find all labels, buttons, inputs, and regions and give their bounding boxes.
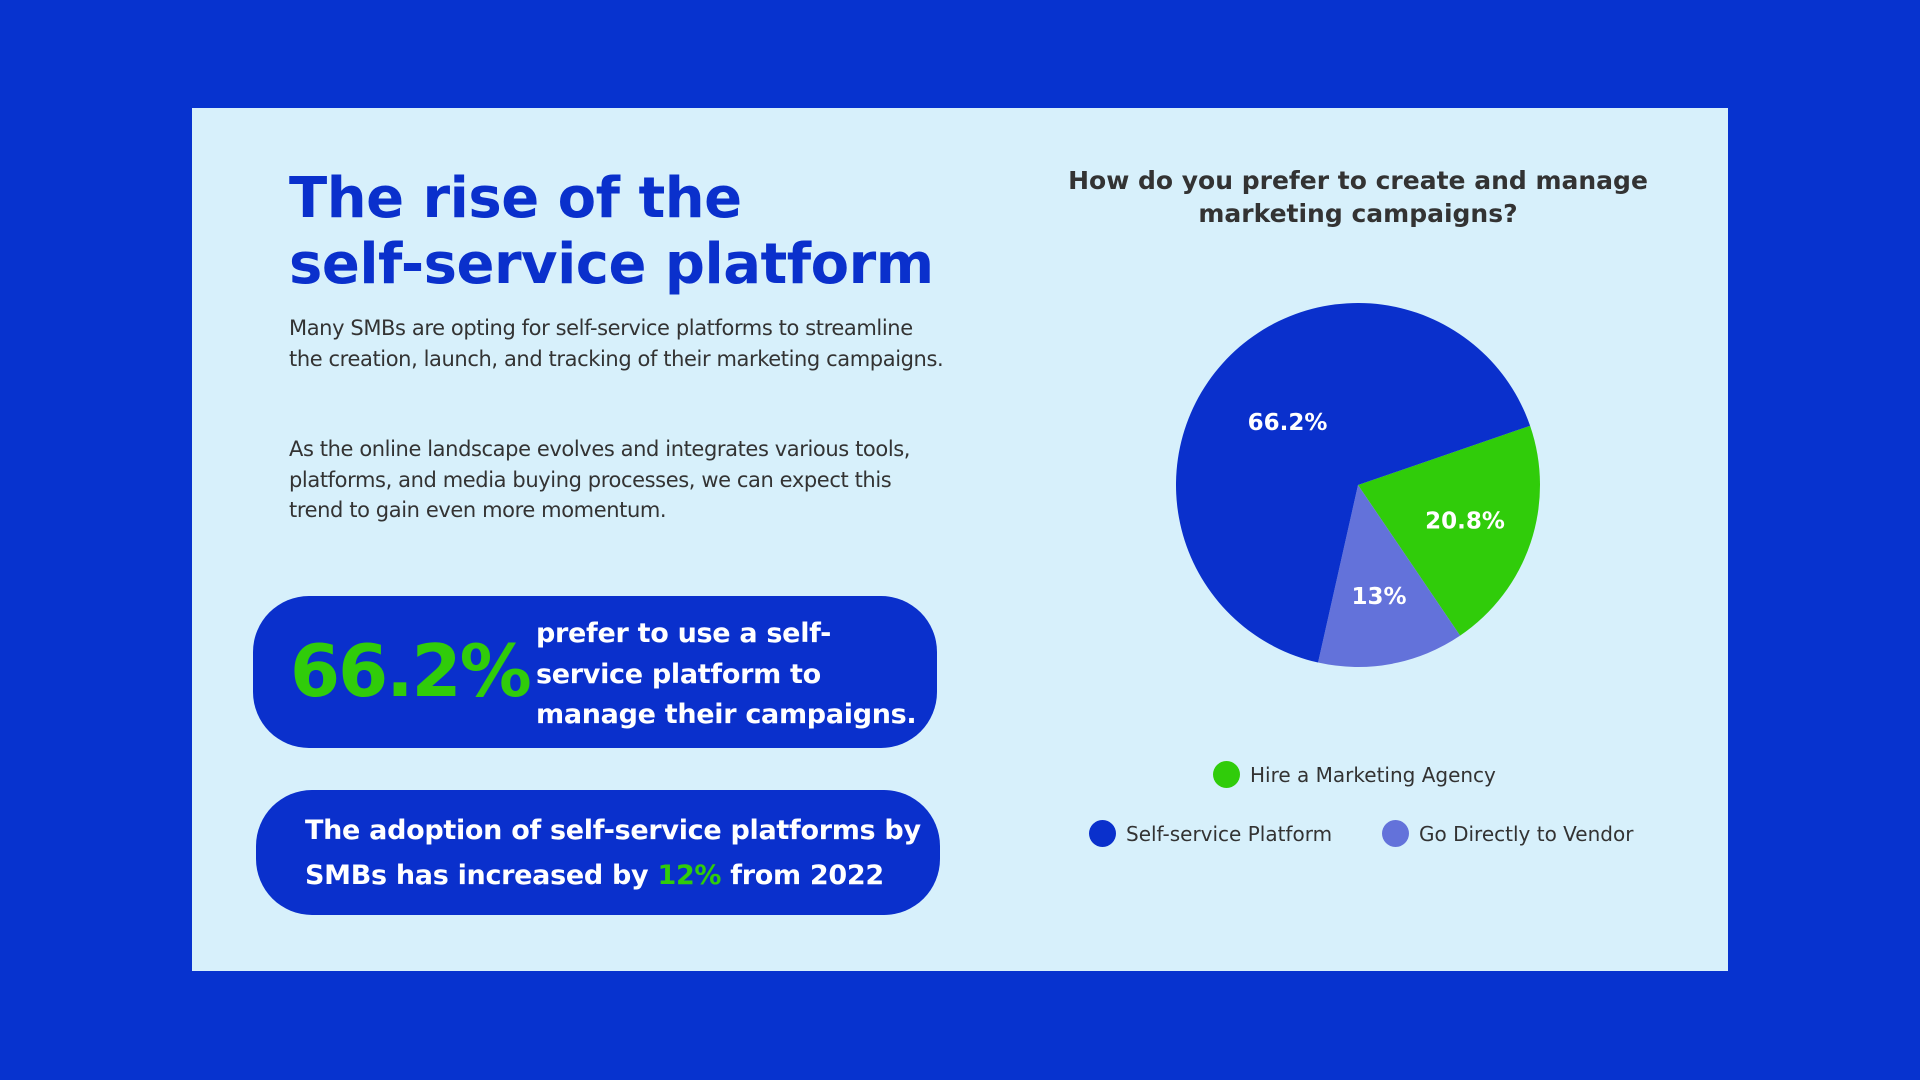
- infographic-panel: The rise of the self-service platform Ma…: [192, 108, 1728, 971]
- legend-label: Self-service Platform: [1126, 821, 1333, 846]
- legend-swatch: [1213, 761, 1240, 788]
- legend-swatch: [1382, 820, 1409, 847]
- stat-description: prefer to use a self-service platform to…: [536, 618, 917, 730]
- stat-value: 66.2%: [290, 629, 532, 713]
- chart-title: How do you prefer to create and manage m…: [1068, 166, 1648, 228]
- intro-paragraph: Many SMBs are opting for self-service pl…: [289, 316, 944, 371]
- page-title: The rise of the self-service platform: [289, 166, 934, 298]
- legend-item-agency: Hire a Marketing Agency: [1213, 761, 1496, 788]
- trend-paragraph: As the online landscape evolves and inte…: [289, 437, 911, 522]
- pie-slice-self-service-platform: [1176, 303, 1531, 663]
- legend-item-vendor: Go Directly to Vendor: [1382, 820, 1633, 847]
- legend-item-self-service: Self-service Platform: [1089, 820, 1332, 847]
- growth-text-after: from 2022: [721, 860, 884, 891]
- growth-highlight: 12%: [657, 860, 722, 891]
- pie-data-label: 20.8%: [1425, 509, 1505, 535]
- stat-card: 66.2% prefer to use a self-service platf…: [253, 596, 937, 748]
- growth-card: The adoption of self-service platforms b…: [256, 790, 940, 915]
- growth-text: The adoption of self-service platforms b…: [305, 808, 925, 898]
- growth-text-before: The adoption of self-service platforms b…: [305, 815, 921, 891]
- pie-data-label: 66.2%: [1248, 410, 1328, 436]
- pie-data-label: 13%: [1351, 584, 1406, 610]
- pie-slice-go-directly-to-vendor: [1318, 485, 1461, 667]
- legend-label: Hire a Marketing Agency: [1250, 762, 1496, 787]
- title-line: The rise of the: [289, 166, 742, 231]
- legend-label: Go Directly to Vendor: [1419, 821, 1634, 846]
- pie-chart: 20.8% 13% 66.2%: [1176, 303, 1540, 667]
- legend-swatch: [1089, 820, 1116, 847]
- pie-slice-hire-a-marketing-agency: [1358, 425, 1540, 636]
- title-line: self-service platform: [289, 232, 934, 297]
